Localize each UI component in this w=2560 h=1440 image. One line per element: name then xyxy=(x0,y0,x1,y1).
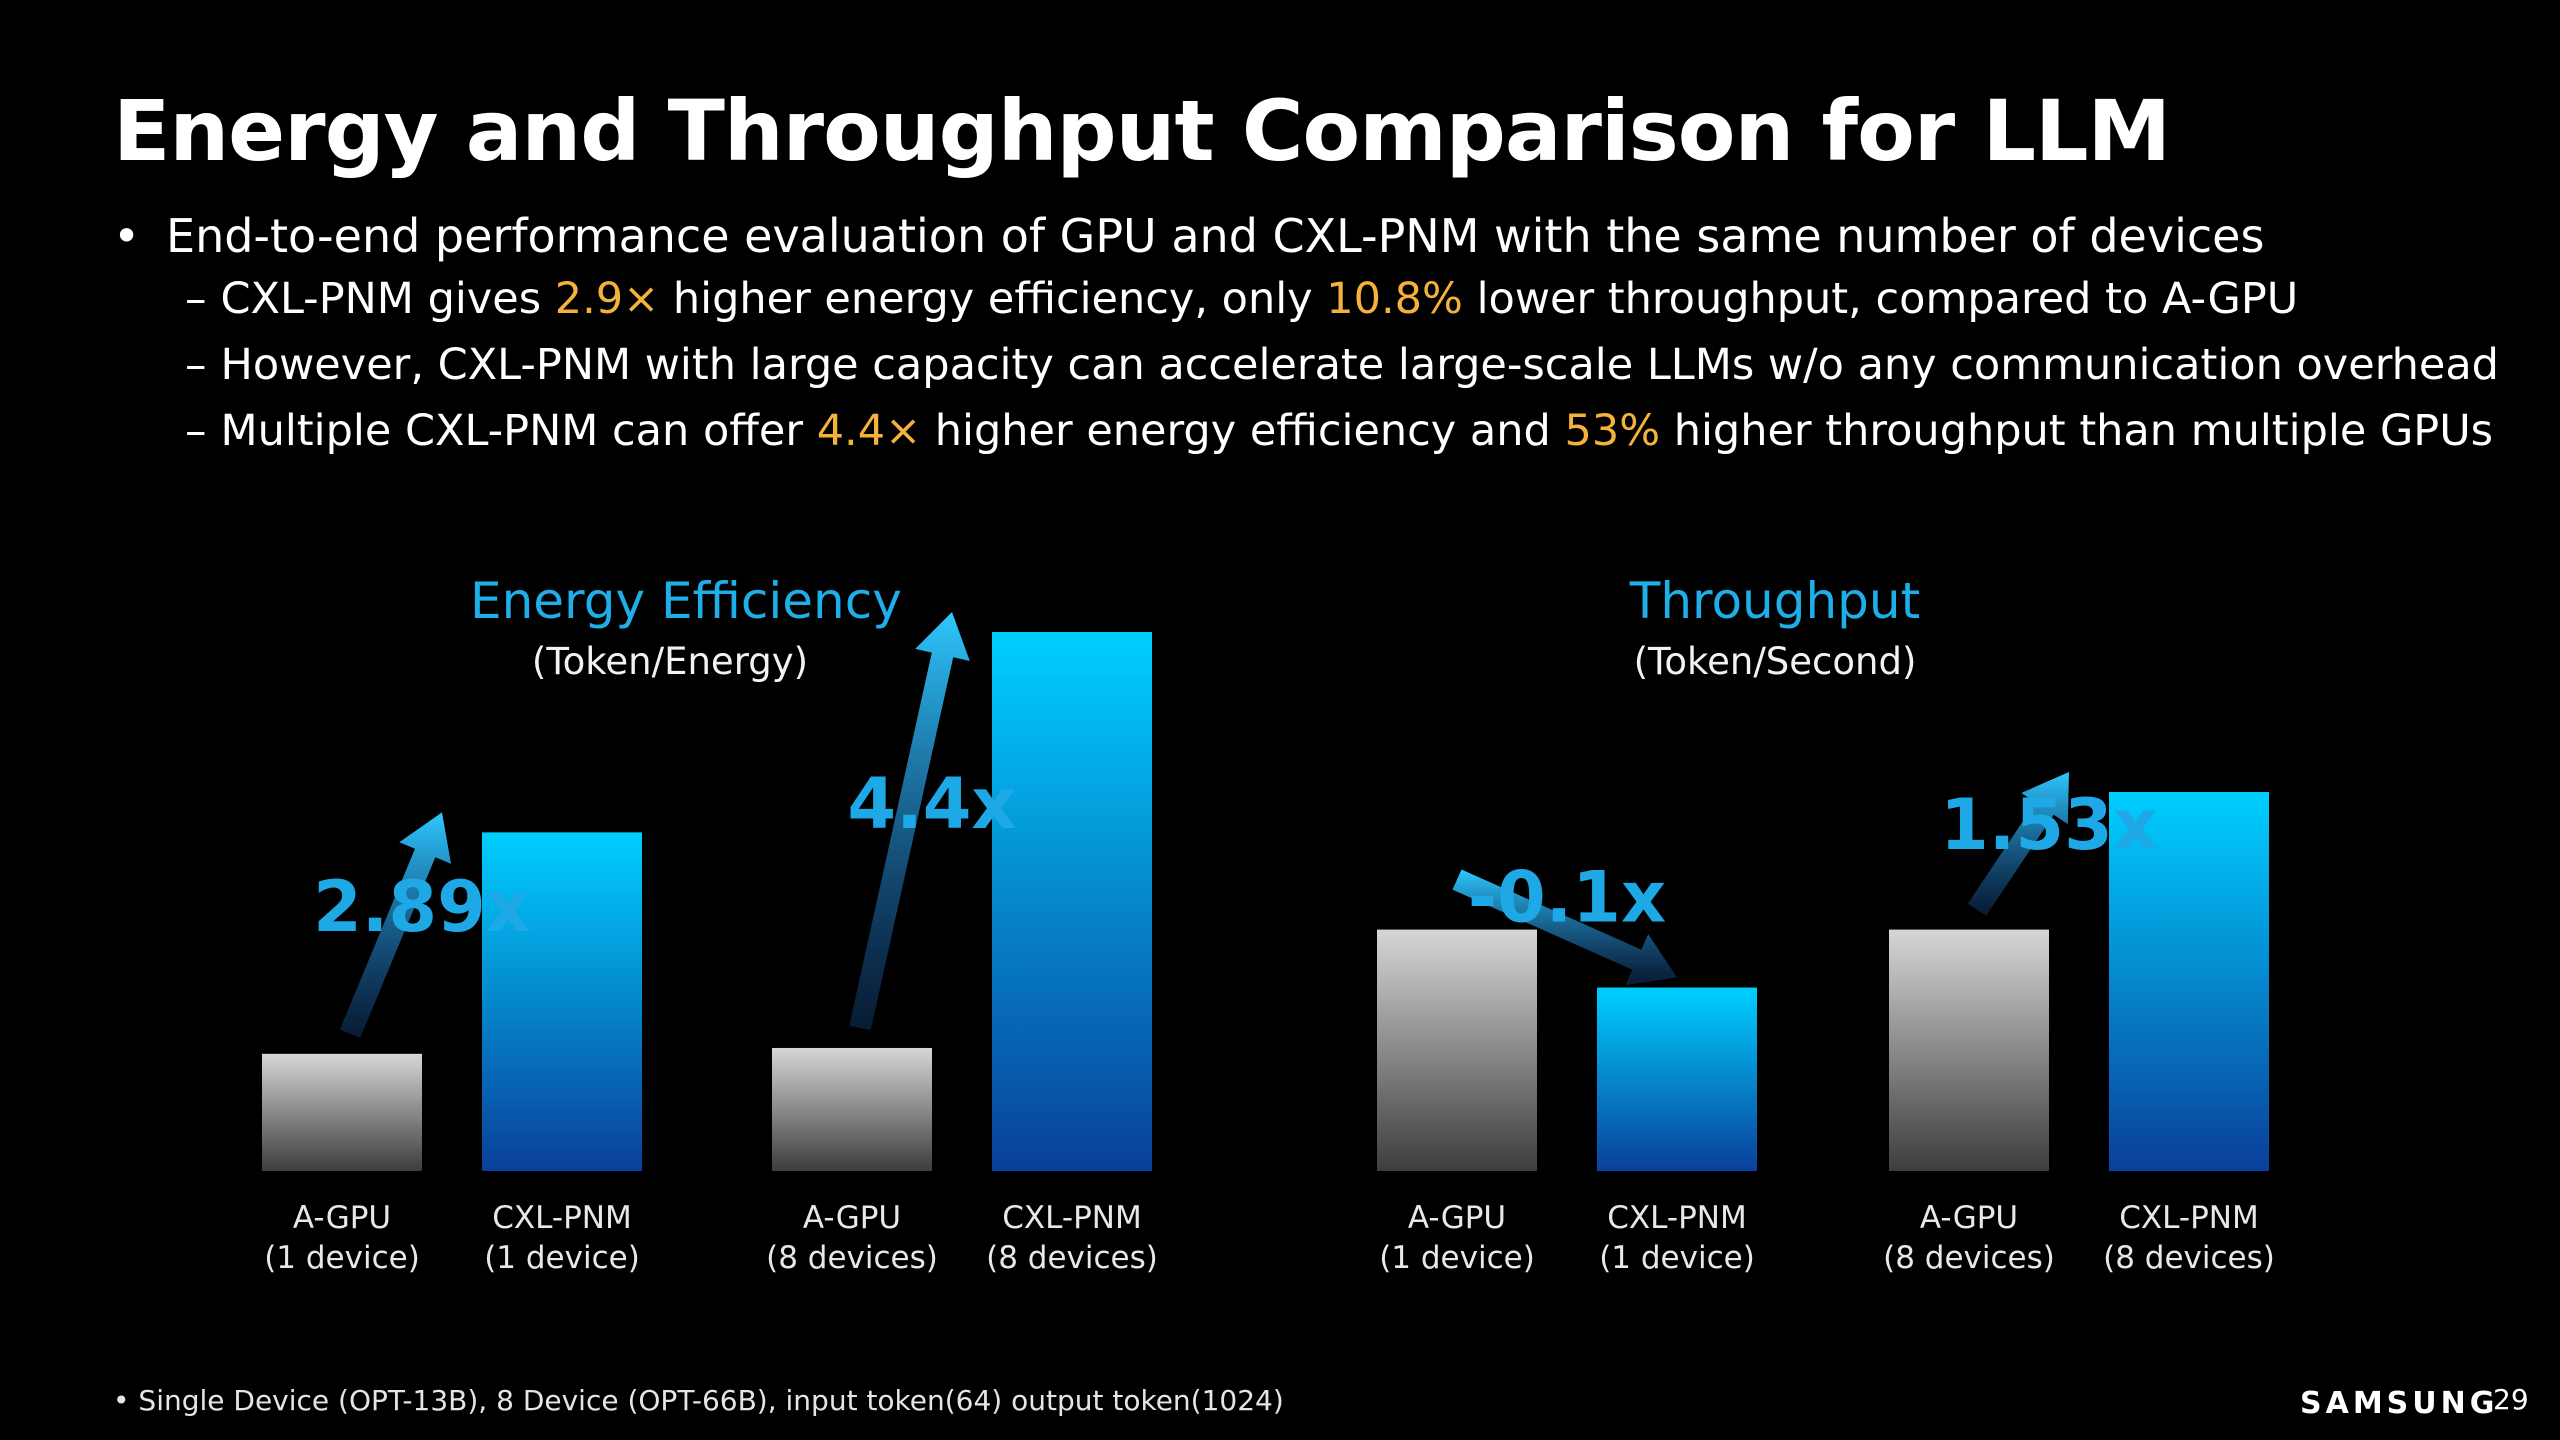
sub-bullet-text: lower throughput, compared to A-GPU xyxy=(1462,274,2299,324)
sub-bullet-text: CXL-PNM gives xyxy=(220,274,555,324)
page-number: 29 xyxy=(2493,1383,2529,1416)
samsung-logo: SAMSUNG xyxy=(2300,1386,2499,1421)
bar-label: CXL-PNM xyxy=(2119,1200,2258,1236)
ratio-annotation: 4.4x xyxy=(847,763,1016,845)
highlight-value: 4.4× xyxy=(816,406,922,456)
bar-label: (8 devices) xyxy=(766,1240,938,1276)
bar-label: (8 devices) xyxy=(986,1240,1158,1276)
bar-label: (8 devices) xyxy=(1883,1240,2055,1276)
sub-bullet-dash: – xyxy=(185,406,207,456)
throughput-chart-subtitle: (Token/Second) xyxy=(1633,640,1917,683)
main-bullet: • End-to-end performance evaluation of G… xyxy=(113,206,2499,266)
energy-chart-subtitle: (Token/Energy) xyxy=(531,640,809,683)
throughput-chart-title: Throughput xyxy=(1629,572,1921,630)
bar-label: (1 device) xyxy=(484,1240,640,1276)
a-gpu-bar xyxy=(1889,929,2049,1171)
cxl-pnm-bar xyxy=(1597,987,1757,1171)
ratio-annotation: 1.53x xyxy=(1940,784,2158,866)
bar-label: A-GPU xyxy=(803,1200,901,1236)
slide-title: Energy and Throughput Comparison for LLM xyxy=(113,82,2171,180)
energy-chart-title: Energy Efficiency xyxy=(470,572,902,630)
sub-bullet-1: – CXL-PNM gives 2.9× higher energy effici… xyxy=(185,266,2499,332)
sub-bullet-text: However, CXL-PNM with large capacity can… xyxy=(220,340,2499,390)
a-gpu-bar xyxy=(772,1047,932,1171)
increase-arrow xyxy=(849,612,970,1031)
bar-label: (1 device) xyxy=(1599,1240,1755,1276)
sub-bullet-2: – However, CXL-PNM with large capacity ca… xyxy=(185,332,2499,398)
sub-bullet-text: higher energy efficiency and xyxy=(921,406,1565,456)
a-gpu-bar xyxy=(262,1053,422,1171)
decrease-arrow xyxy=(1452,869,1677,986)
cxl-pnm-bar xyxy=(482,832,642,1171)
footnote: • Single Device (OPT-13B), 8 Device (OPT… xyxy=(113,1384,1284,1417)
bar-label: (8 devices) xyxy=(2103,1240,2275,1276)
main-bullet-text: End-to-end performance evaluation of GPU… xyxy=(166,209,2265,263)
sub-bullet-text: higher energy efficiency, only xyxy=(659,274,1327,324)
sub-bullet-dash: – xyxy=(185,274,207,324)
highlight-value: 10.8% xyxy=(1326,274,1463,324)
increase-arrow xyxy=(339,812,451,1038)
increase-arrow xyxy=(1967,772,2069,916)
bar-label: CXL-PNM xyxy=(1607,1200,1746,1236)
bar-label: A-GPU xyxy=(293,1200,391,1236)
sub-bullet-text: Multiple CXL-PNM can offer xyxy=(220,406,817,456)
bar-label: A-GPU xyxy=(1920,1200,2018,1236)
sub-bullet-text: higher throughput than multiple GPUs xyxy=(1660,406,2494,456)
highlight-value: 2.9× xyxy=(554,274,660,324)
bar-label: (1 device) xyxy=(264,1240,420,1276)
bar-label: CXL-PNM xyxy=(1002,1200,1141,1236)
bar-label: CXL-PNM xyxy=(492,1200,631,1236)
bar-label: (1 device) xyxy=(1379,1240,1535,1276)
cxl-pnm-bar xyxy=(992,632,1152,1171)
a-gpu-bar xyxy=(1377,929,1537,1171)
bullet-list: • End-to-end performance evaluation of G… xyxy=(113,206,2499,464)
sub-bullet-dash: – xyxy=(185,340,207,390)
cxl-pnm-bar xyxy=(2109,792,2269,1171)
highlight-value: 53% xyxy=(1564,406,1661,456)
bar-label: A-GPU xyxy=(1408,1200,1506,1236)
ratio-annotation: 2.89x xyxy=(313,866,531,948)
sub-bullet-3: – Multiple CXL-PNM can offer 4.4× higher … xyxy=(185,398,2499,464)
ratio-annotation: -0.1x xyxy=(1468,857,1666,939)
bullet-dot: • xyxy=(113,209,141,263)
